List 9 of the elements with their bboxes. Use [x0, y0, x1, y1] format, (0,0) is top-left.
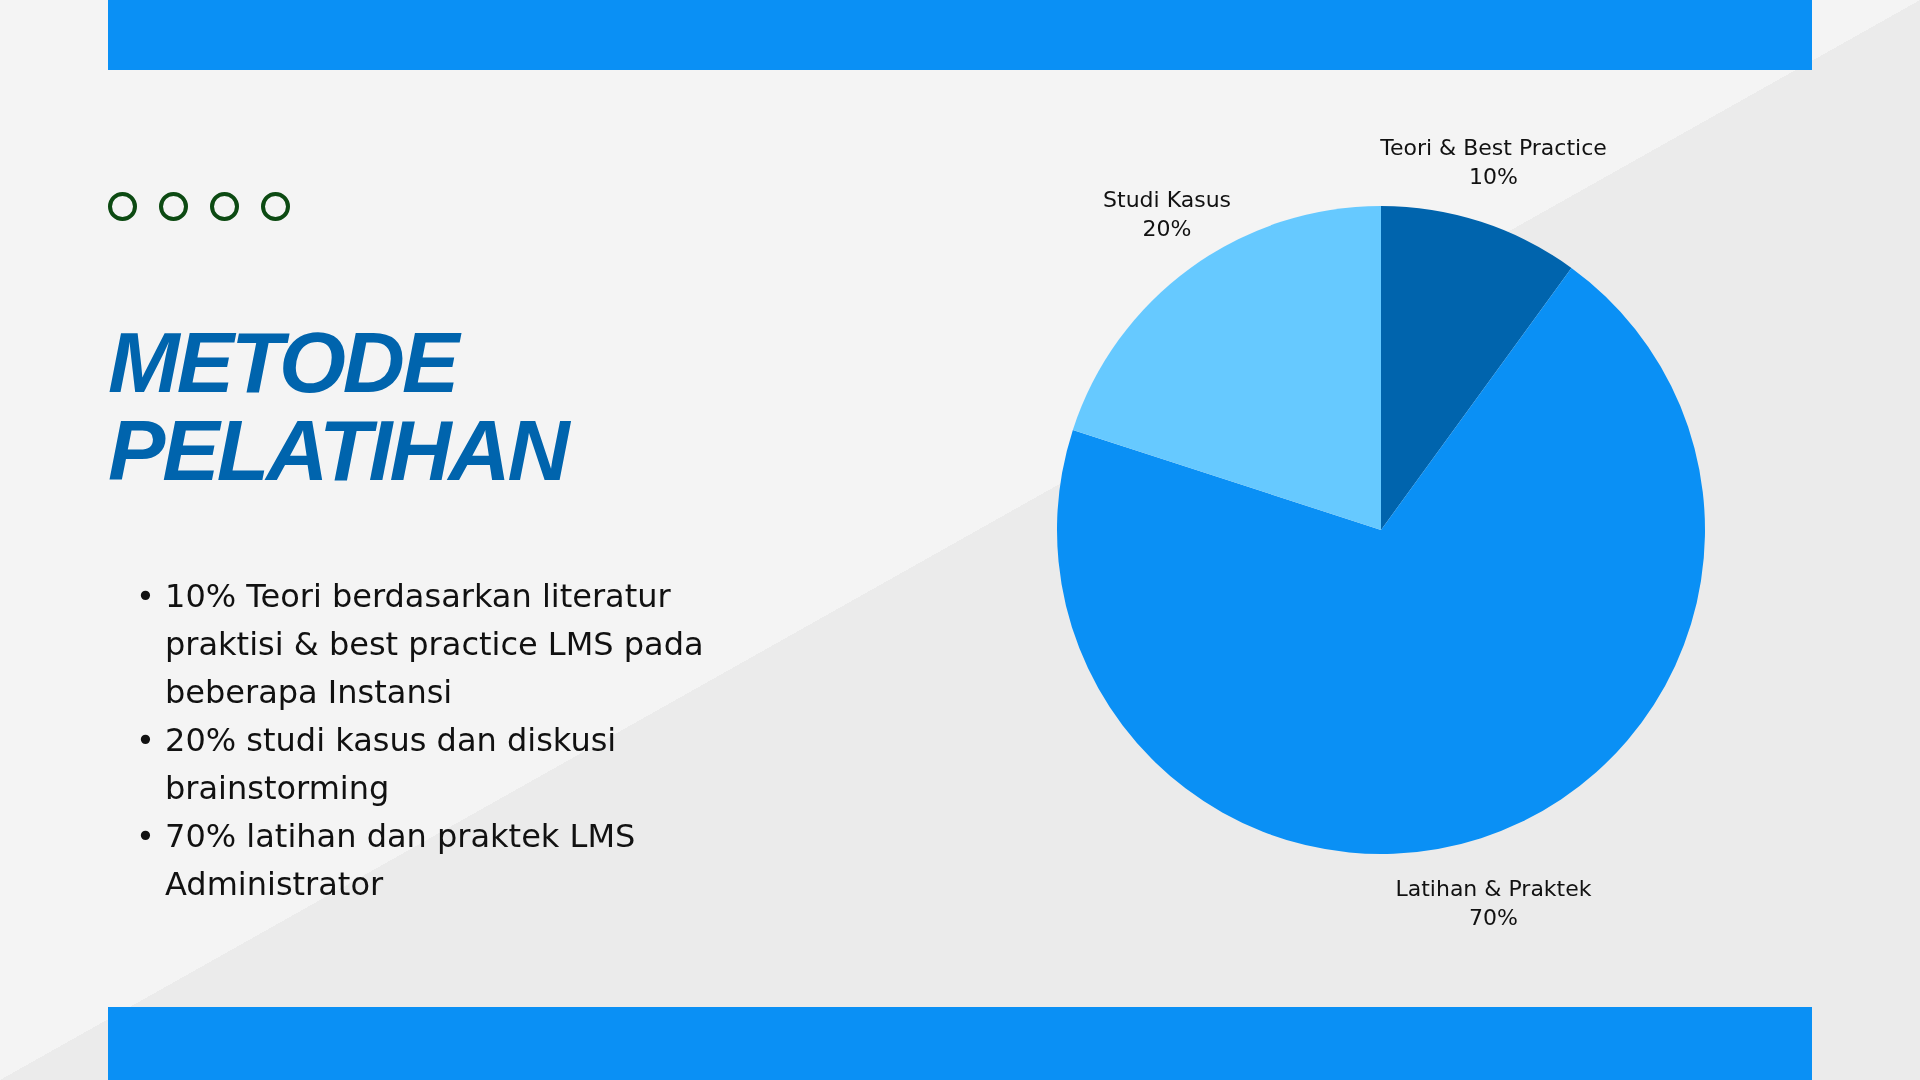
- data-label: 70%: [1469, 905, 1518, 931]
- slice-label: Teori & Best Practice: [1379, 134, 1607, 160]
- slice-label: Latihan & Praktek: [1395, 876, 1592, 902]
- data-label: 10%: [1469, 163, 1518, 189]
- data-label: 20%: [1142, 215, 1192, 241]
- text: • 20% studi kasus dan diskusi brainstorming: [136, 720, 618, 809]
- text: • 10% Teori berdasarkan literatur praktisi & best practice LMS pada beberapa Instansi: [136, 576, 705, 713]
- text: • 70% latihan dan praktek LMS Administrator: [136, 816, 637, 905]
- slice-label: Studi Kasus: [1103, 186, 1232, 212]
